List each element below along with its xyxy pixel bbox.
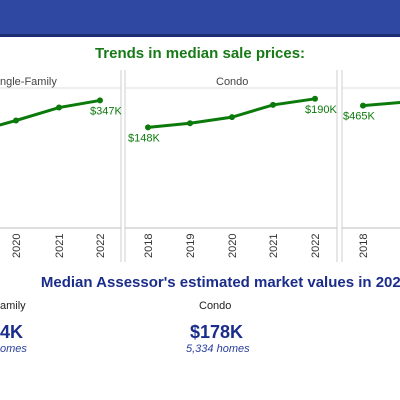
x-tick-label: 2020 (11, 234, 23, 258)
panel-label-single-family: ngle-Family (0, 76, 57, 88)
value-label-first: $148K (128, 132, 160, 144)
trend-chart-0: $347K 2020 2021 2022 (0, 97, 122, 258)
trends-title: Trends in median sale prices: (94, 45, 306, 62)
x-tick-label: 2018 (358, 234, 370, 258)
trend-chart-2: $465K20182019 (343, 101, 400, 258)
market-value-condo: $178K (190, 322, 244, 342)
data-point (97, 97, 103, 104)
x-tick-label: 2019 (185, 234, 197, 258)
data-point (312, 95, 318, 102)
data-point (187, 120, 193, 127)
data-point (360, 102, 366, 109)
data-point (13, 117, 19, 124)
data-point (270, 101, 276, 108)
value-label-last: $347K (90, 105, 122, 117)
market-values-title: Median Assessor's estimated market value… (40, 274, 400, 291)
data-point (229, 114, 235, 121)
x-tick-label: 2021 (268, 234, 280, 258)
x-tick-label: 2020 (227, 234, 239, 258)
panel-label-condo: Condo (216, 76, 249, 88)
x-tick-label: 2021 (54, 234, 66, 258)
market-type-single-family: amily (0, 300, 26, 312)
x-tick-label: 2018 (143, 234, 155, 258)
trend-charts: $347K 2020 2021 2022 $148K $190K 2018 2019 2020 2… (0, 95, 400, 258)
x-tick-label: 2022 (310, 234, 322, 258)
market-type-condo: Condo (199, 300, 232, 312)
series-line (0, 98, 101, 127)
series-line (362, 101, 400, 108)
series-line (147, 97, 316, 129)
x-tick-label: 2022 (95, 234, 107, 258)
value-label-last: $190K (305, 104, 337, 116)
value-label-first: $465K (343, 111, 375, 123)
top-banner-bar (0, 0, 400, 37)
market-count-single-family: omes (0, 343, 27, 355)
data-point (145, 124, 151, 131)
trend-chart-1: $148K $190K 2018 2019 2020 2021 2022 (128, 95, 337, 258)
data-point (56, 104, 62, 111)
market-count-condo: 5,334 homes (186, 343, 250, 355)
market-value-single-family: 4K (0, 322, 24, 342)
trend-panels-frame (0, 70, 400, 262)
